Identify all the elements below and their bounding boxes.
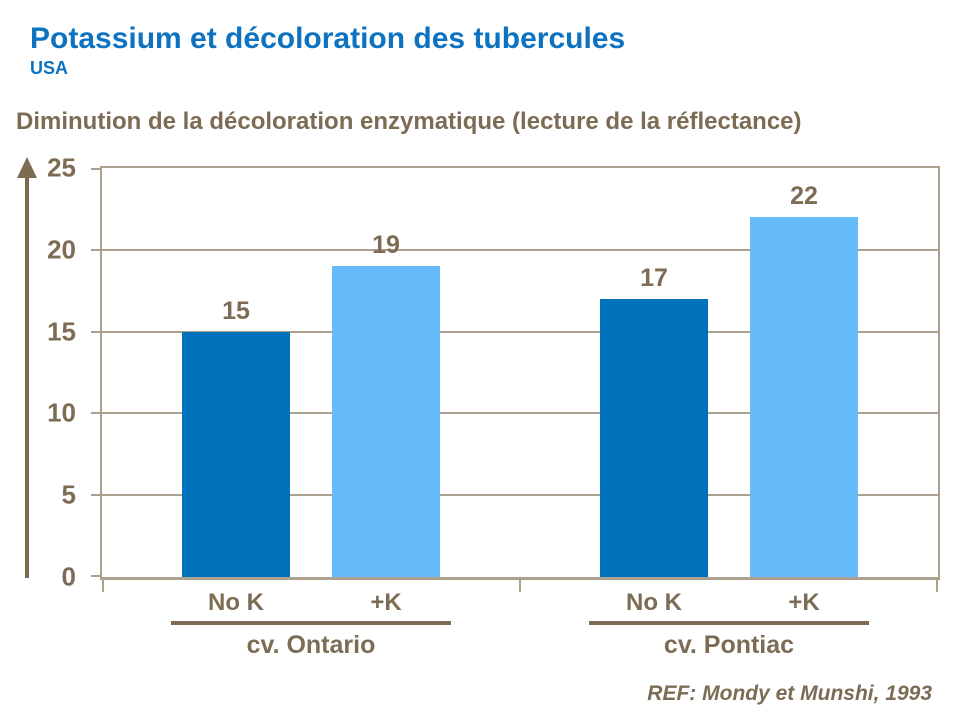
gridline bbox=[102, 494, 938, 497]
y-tick-mark bbox=[91, 575, 102, 577]
bar-value-label: 19 bbox=[372, 231, 400, 260]
y-axis-arrow-shaft bbox=[25, 176, 29, 578]
y-tick-mark bbox=[91, 494, 102, 497]
bar-value-label: 15 bbox=[222, 296, 250, 325]
x-category-label: No K bbox=[208, 589, 264, 616]
x-category-label: +K bbox=[370, 589, 402, 616]
x-axis-tick-mark bbox=[102, 577, 104, 592]
y-axis-arrow-head-icon bbox=[17, 157, 37, 178]
reference-text: REF: Mondy et Munshi, 1993 bbox=[647, 682, 932, 705]
gridline bbox=[102, 248, 938, 251]
y-tick-mark bbox=[91, 168, 102, 170]
region-label: USA bbox=[30, 58, 69, 78]
bar-cv-ontario-no-k bbox=[182, 331, 290, 577]
group-underline bbox=[589, 621, 869, 625]
bar-cv-pontiac-k bbox=[750, 217, 858, 577]
bar-cv-ontario-k bbox=[332, 266, 440, 577]
group-label-cv-ontario: cv. Ontario bbox=[246, 631, 376, 659]
x-category-label: +K bbox=[788, 589, 820, 616]
slide-title: Potassium et décoloration des tubercules bbox=[30, 22, 626, 55]
gridline bbox=[102, 412, 938, 415]
group-underline bbox=[171, 621, 451, 625]
y-tick-label: 0 bbox=[61, 561, 76, 592]
y-tick-label: 20 bbox=[47, 234, 76, 265]
y-tick-mark bbox=[91, 248, 102, 251]
plot-area: 0 5 10 15 20 25 15 No K 19 +K cv. Ontario 17 No K 22 +… bbox=[47, 153, 940, 659]
x-axis-tick-mark bbox=[936, 577, 938, 592]
y-tick-label: 10 bbox=[47, 397, 76, 428]
y-tick-label: 5 bbox=[61, 479, 76, 510]
chart-heading: Diminution de la décoloration enzymatiqu… bbox=[16, 108, 802, 135]
y-tick-label: 15 bbox=[47, 316, 76, 347]
gridline bbox=[102, 330, 938, 333]
y-tick-label: 25 bbox=[47, 152, 76, 183]
x-axis-tick-mark bbox=[519, 577, 521, 592]
bar-cv-pontiac-no-k bbox=[600, 298, 708, 577]
x-category-label: No K bbox=[626, 589, 682, 616]
group-label-cv-pontiac: cv. Pontiac bbox=[663, 631, 795, 659]
bar-value-label: 22 bbox=[790, 182, 818, 211]
bar-value-label: 17 bbox=[640, 263, 668, 292]
y-tick-mark bbox=[91, 412, 102, 415]
y-tick-mark bbox=[91, 330, 102, 333]
